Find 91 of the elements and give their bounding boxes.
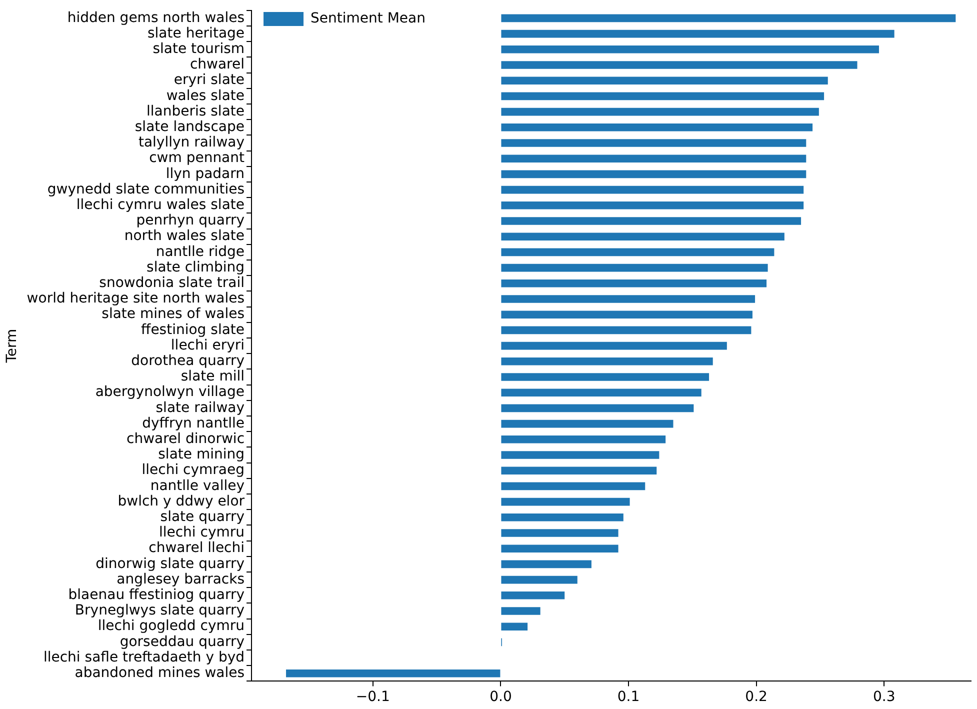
y-tick-label: dyffryn nantlle bbox=[142, 415, 245, 432]
x-tick-label: 0.1 bbox=[617, 689, 640, 706]
y-tick-label: penrhyn quarry bbox=[136, 212, 245, 229]
y-tick-label: wales slate bbox=[166, 88, 245, 104]
bar bbox=[501, 529, 618, 537]
bar bbox=[501, 576, 578, 584]
bar bbox=[501, 76, 828, 84]
y-tick-label: dorothea quarry bbox=[131, 353, 245, 370]
y-tick-label: slate landscape bbox=[134, 119, 245, 136]
y-tick-label: llechi gogledd cymru bbox=[98, 618, 245, 634]
bar bbox=[501, 451, 660, 459]
bar bbox=[501, 264, 768, 272]
bar bbox=[501, 342, 727, 350]
y-tick-label: dinorwig slate quarry bbox=[96, 556, 245, 572]
y-tick-label: gorseddau quarry bbox=[120, 634, 245, 650]
y-tick-label: blaenau ffestiniog quarry bbox=[68, 587, 245, 604]
y-tick-label: talyllyn railway bbox=[138, 134, 245, 151]
bar bbox=[501, 482, 646, 490]
bar bbox=[501, 373, 710, 381]
y-tick-label: gwynedd slate communities bbox=[47, 181, 245, 198]
bar bbox=[501, 544, 618, 552]
y-tick-label: slate mines of wales bbox=[102, 306, 245, 322]
bar bbox=[501, 30, 894, 38]
y-tick-label: llechi cymru wales slate bbox=[76, 197, 245, 214]
bar bbox=[501, 310, 752, 318]
legend-label: Sentiment Mean bbox=[310, 10, 426, 27]
bar bbox=[501, 108, 819, 116]
bar bbox=[501, 388, 702, 396]
bar bbox=[501, 217, 802, 225]
bar bbox=[286, 670, 500, 678]
y-tick-label: llechi cymru bbox=[158, 524, 245, 541]
bar bbox=[501, 154, 806, 162]
bar bbox=[501, 14, 956, 22]
y-tick-label: eryri slate bbox=[174, 72, 245, 88]
bar bbox=[501, 498, 630, 506]
bar bbox=[501, 326, 752, 334]
y-tick-label: slate railway bbox=[156, 400, 245, 416]
bar bbox=[501, 295, 756, 303]
bar bbox=[501, 404, 694, 412]
y-tick-label: bwlch y ddwy elor bbox=[118, 493, 245, 510]
bar bbox=[501, 46, 879, 54]
x-tick-label: 0.3 bbox=[872, 689, 896, 706]
x-tick-label: 0.0 bbox=[490, 689, 512, 706]
y-tick-label: llyn padarn bbox=[166, 166, 245, 182]
bar bbox=[501, 202, 804, 210]
bar bbox=[501, 607, 540, 615]
y-tick-label: snowdonia slate trail bbox=[99, 275, 245, 292]
y-tick-label: llechi cymraeg bbox=[142, 462, 245, 478]
x-tick-label: 0.2 bbox=[745, 689, 768, 706]
y-tick-label: slate heritage bbox=[148, 25, 245, 42]
y-tick-label: nantlle valley bbox=[150, 478, 245, 494]
y-tick-label: world heritage site north wales bbox=[26, 290, 245, 307]
y-tick-label: ffestiniog slate bbox=[141, 322, 245, 338]
x-tick-label: −0.1 bbox=[356, 689, 390, 706]
bar bbox=[501, 124, 813, 132]
bar bbox=[501, 420, 674, 428]
bar bbox=[501, 186, 804, 194]
y-tick-label: slate quarry bbox=[160, 509, 245, 526]
y-tick-label: llechi eryri bbox=[170, 337, 245, 354]
y-tick-label: Bryneglwys slate quarry bbox=[74, 602, 245, 619]
bar bbox=[501, 560, 592, 568]
y-tick-label: chwarel bbox=[190, 56, 245, 73]
bar bbox=[501, 358, 713, 366]
y-tick-label: abandoned mines wales bbox=[74, 665, 245, 682]
y-tick-label: nantlle ridge bbox=[156, 244, 245, 260]
y-tick-label: cwm pennant bbox=[149, 150, 246, 166]
y-tick-label: chwarel llechi bbox=[148, 540, 245, 556]
y-tick-label: slate mill bbox=[180, 368, 245, 385]
y-tick-label: north wales slate bbox=[124, 228, 245, 244]
bar bbox=[501, 170, 806, 178]
bar bbox=[501, 592, 565, 600]
bar bbox=[501, 139, 806, 147]
y-tick-label: slate climbing bbox=[146, 259, 245, 276]
y-tick-label: llanberis slate bbox=[146, 103, 245, 120]
y-tick-label: hidden gems north wales bbox=[67, 10, 245, 26]
bar bbox=[501, 61, 858, 69]
bar bbox=[501, 248, 774, 256]
y-axis-title: Term bbox=[4, 328, 20, 364]
bar bbox=[501, 280, 767, 288]
y-tick-label: llechi safle treftadaeth y byd bbox=[43, 649, 245, 666]
bar bbox=[501, 232, 784, 240]
bar bbox=[501, 622, 528, 630]
bar bbox=[501, 436, 666, 444]
y-tick-label: abergynolwyn village bbox=[95, 384, 245, 400]
bar bbox=[501, 514, 624, 522]
y-tick-label: slate tourism bbox=[152, 41, 245, 58]
bar bbox=[501, 92, 824, 100]
bar bbox=[501, 466, 657, 474]
y-tick-label: slate mining bbox=[158, 446, 245, 463]
y-tick-label: anglesey barracks bbox=[116, 571, 245, 588]
y-tick-label: chwarel dinorwic bbox=[126, 431, 245, 448]
